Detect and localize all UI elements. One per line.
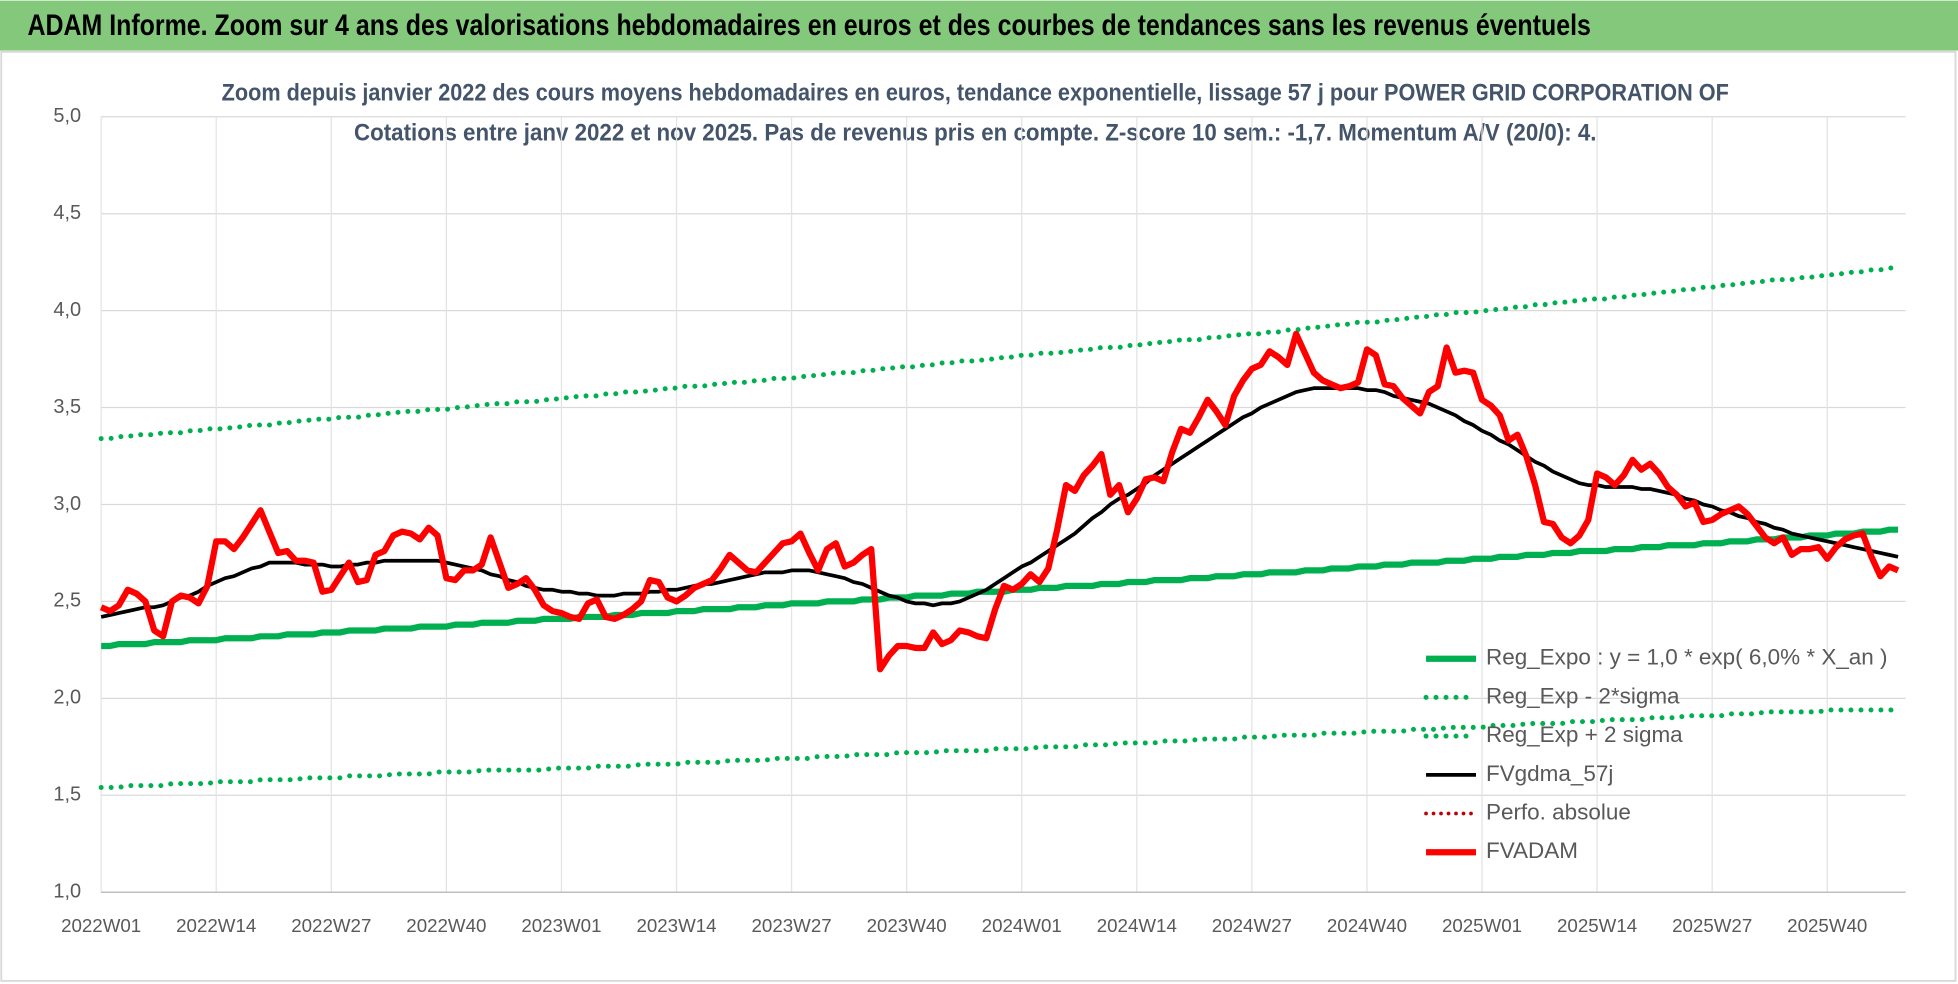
x-tick-label: 2025W14	[1557, 915, 1637, 936]
series-line	[100, 386, 1899, 619]
x-tick-label: 2022W27	[291, 915, 371, 936]
series-line	[99, 330, 1900, 673]
x-tick-label: 2024W01	[982, 915, 1062, 936]
legend-label: Perfo. absolue	[1486, 799, 1631, 824]
x-tick-label: 2022W40	[406, 915, 486, 936]
x-tick-label: 2025W27	[1672, 915, 1752, 936]
x-tick-label: 2022W01	[61, 915, 141, 936]
x-tick-label: 2023W14	[636, 915, 716, 936]
y-tick-label: 2,5	[53, 590, 81, 612]
y-tick-label: 3,0	[53, 493, 81, 515]
y-tick-label: 5,0	[53, 105, 81, 127]
x-tick-label: 2025W40	[1787, 915, 1867, 936]
chart-title: Zoom depuis janvier 2022 des cours moyen…	[222, 81, 1729, 107]
y-tick-label: 3,5	[53, 396, 81, 418]
y-tick-label: 2,0	[53, 687, 81, 709]
x-tick-label: 2023W01	[521, 915, 601, 936]
x-tick-label: 2024W27	[1212, 915, 1292, 936]
x-tick-label: 2025W01	[1442, 915, 1522, 936]
header-band	[0, 0, 1958, 51]
legend-label: Reg_Exp + 2 sigma	[1486, 722, 1683, 747]
x-tick-label: 2024W14	[1097, 915, 1177, 936]
y-tick-label: 1,5	[53, 784, 81, 806]
chart-subtitle: Cotations entre janv 2022 et nov 2025. P…	[354, 121, 1596, 147]
x-tick-label: 2022W14	[176, 915, 256, 936]
legend-label: FVgdma_57j	[1486, 761, 1613, 786]
legend-label: Reg_Expo : y = 1,0 * exp( 6,0% * X_an )	[1486, 645, 1888, 670]
legend-label: Reg_Exp - 2*sigma	[1486, 683, 1680, 708]
x-tick-label: 2023W27	[752, 915, 832, 936]
legend-label: FVADAM	[1486, 838, 1578, 863]
y-tick-label: 4,5	[53, 202, 81, 224]
page-header: ADAM Informe. Zoom sur 4 ans des valoris…	[27, 9, 1590, 42]
x-tick-label: 2023W40	[867, 915, 947, 936]
chart-border	[0, 50, 1957, 982]
x-tick-label: 2024W40	[1327, 915, 1407, 936]
y-tick-label: 4,0	[53, 299, 81, 321]
series-line	[98, 265, 1901, 442]
series-line	[98, 707, 1901, 791]
y-tick-label: 1,0	[53, 880, 81, 902]
